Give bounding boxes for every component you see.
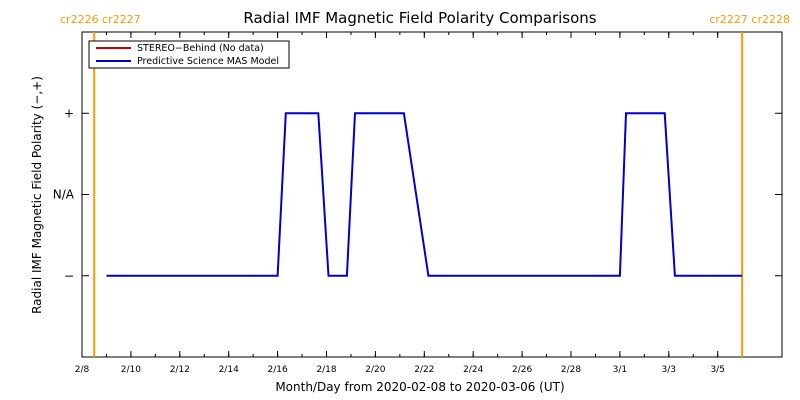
marker-label-right: cr2227 cr2228	[709, 13, 790, 26]
x-tick-label-9: 2/26	[512, 365, 532, 375]
x-tick-label-2: 2/12	[170, 365, 190, 375]
carrington-markers	[93, 32, 744, 357]
x-tick-label-12: 3/3	[662, 365, 676, 375]
legend-box	[88, 40, 290, 69]
legend: STEREO−Behind (No data) Predictive Scien…	[88, 40, 290, 69]
x-axis-ticks: 2/8 2/10 2/12 2/14 2/16 2/18 2/20 2/22 2/24 2/26 2…	[75, 32, 743, 375]
x-tick-label-4: 2/16	[267, 365, 287, 375]
series-group	[106, 112, 743, 277]
x-tick-label-10: 2/28	[561, 365, 581, 375]
series-line-0	[106, 112, 743, 277]
x-tick-label-3: 2/14	[219, 365, 239, 375]
x-tick-label-13: 3/5	[710, 365, 724, 375]
y-axis-ticks: + N/A −	[53, 106, 782, 283]
legend-label-mas: Predictive Science MAS Model	[137, 56, 279, 67]
x-tick-label-7: 2/22	[414, 365, 434, 375]
x-tick-label-6: 2/20	[365, 365, 385, 375]
y-tick-label-0: +	[64, 106, 74, 120]
x-tick-label-8: 2/24	[463, 365, 483, 375]
chart-title: Radial IMF Magnetic Field Polarity Compa…	[243, 9, 596, 27]
x-tick-label-0: 2/8	[75, 365, 90, 375]
x-axis-label: Month/Day from 2020-02-08 to 2020-03-06 …	[275, 380, 564, 394]
y-tick-label-2: −	[64, 269, 74, 283]
x-tick-label-11: 3/1	[613, 365, 627, 375]
y-axis-label: Radial IMF Magnetic Field Polarity (−,+)	[30, 76, 44, 314]
plot-frame	[81, 31, 783, 358]
y-tick-label-1: N/A	[53, 188, 75, 202]
marker-label-left: cr2226 cr2227	[60, 13, 141, 26]
legend-label-stereo: STEREO−Behind (No data)	[137, 43, 264, 54]
x-tick-label-5: 2/18	[316, 365, 336, 375]
x-tick-label-1: 2/10	[121, 365, 141, 375]
